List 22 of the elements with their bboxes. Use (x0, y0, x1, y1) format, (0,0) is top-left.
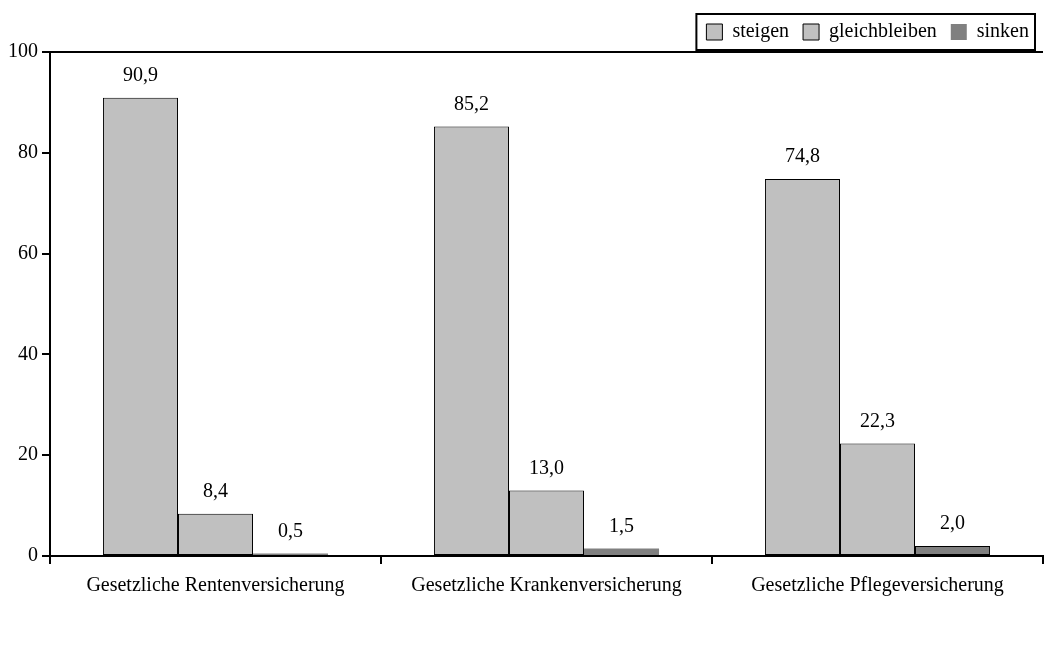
data-label: 8,4 (203, 478, 228, 501)
data-label: 90,9 (122, 63, 158, 86)
data-label: 74,8 (784, 144, 820, 167)
x-tick-label: Gesetzliche Pflegeversicherung (751, 573, 1004, 597)
y-tick-label: 20 (18, 442, 38, 465)
data-label: 2,0 (940, 511, 966, 534)
y-tick-label: 40 (18, 341, 38, 364)
data-label: 1,5 (609, 513, 635, 536)
data-label: 0,5 (278, 518, 304, 541)
data-label: 22,3 (860, 408, 895, 431)
y-tick-label: 80 (18, 140, 38, 163)
x-tick-label: Gesetzliche Krankenversicherung (411, 573, 682, 597)
y-tick-label: 0 (28, 543, 38, 566)
data-label: 85,2 (453, 91, 489, 114)
legend-label: gleichbleiben (829, 19, 937, 43)
legend-label: steigen (732, 19, 790, 43)
legend-label: sinken (976, 19, 1029, 42)
y-tick-label: 60 (18, 240, 38, 263)
bar (584, 548, 660, 555)
x-tick-label: Gesetzliche Rentenversicherung (86, 573, 345, 597)
data-label: 13,0 (529, 455, 564, 478)
y-tick-label: 100 (8, 39, 38, 62)
